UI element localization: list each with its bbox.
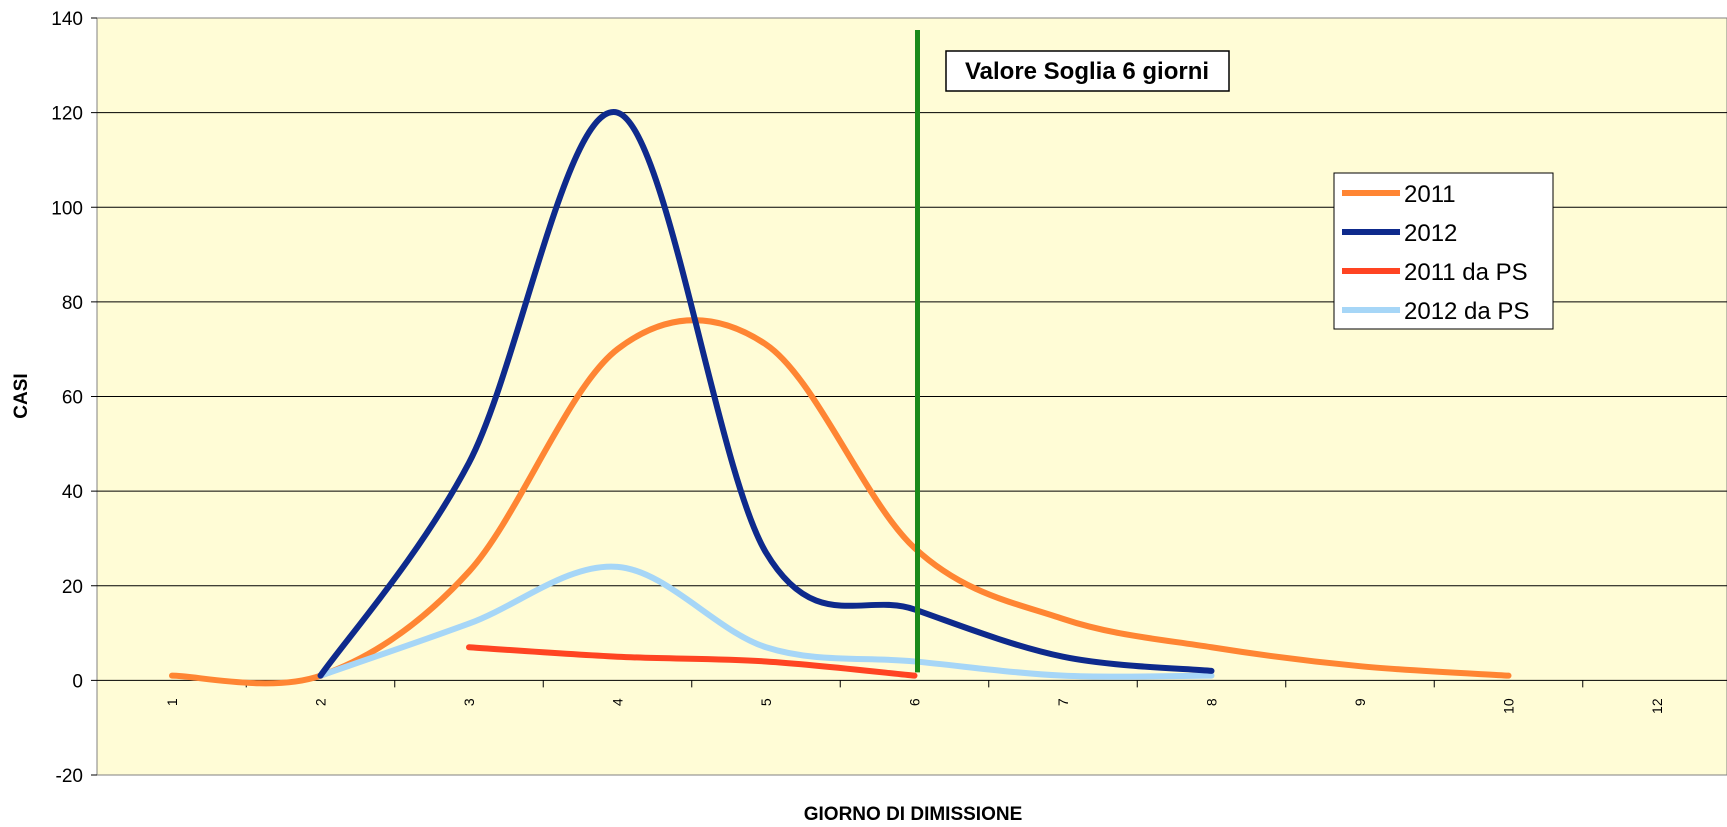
- y-axis-ticks: -20 0 20 40 60 80 100 120 140: [51, 9, 97, 787]
- y-tick-label: 100: [51, 198, 83, 219]
- y-tick-label: 80: [62, 293, 83, 314]
- y-tick-label: 0: [72, 671, 83, 692]
- legend-label: 2011: [1404, 181, 1456, 208]
- x-tick-label: 2: [313, 698, 329, 706]
- x-tick-label: 9: [1352, 698, 1368, 706]
- x-tick-label: 5: [758, 698, 774, 706]
- threshold: Valore Soglia 6 giorni: [915, 30, 1230, 673]
- series-line-2012: [317, 109, 1215, 679]
- x-tick-label: 7: [1055, 698, 1071, 706]
- series-line-2011: [169, 317, 1512, 687]
- threshold-label: Valore Soglia 6 giorni: [965, 58, 1209, 85]
- x-tick-label: 6: [907, 698, 923, 706]
- x-tick-label: 4: [610, 698, 626, 706]
- y-tick-label: 120: [51, 104, 83, 125]
- y-tick-label: 20: [62, 577, 83, 598]
- x-tick-label: 3: [461, 698, 477, 706]
- x-axis-ticks: 1 2 3 4 5 6 7 8 9 10 12: [164, 680, 1665, 714]
- y-tick-label: -20: [56, 766, 83, 787]
- legend: 2011 2012 2011 da PS 2012 da PS: [1333, 172, 1554, 330]
- series-lines: [169, 109, 1512, 687]
- y-tick-label: 140: [51, 9, 83, 30]
- legend-label: 2012 da PS: [1404, 298, 1529, 325]
- legend-box: [1333, 172, 1554, 330]
- legend-label: 2011 da PS: [1404, 259, 1528, 286]
- y-axis-title: CASI: [11, 373, 32, 418]
- x-tick-label: 10: [1501, 698, 1517, 714]
- series-line-2011-da-ps: [466, 644, 918, 679]
- x-tick-label: 1: [164, 698, 180, 706]
- threshold-label-box: [945, 50, 1230, 92]
- x-axis-title: GIORNO DI DIMISSIONE: [804, 804, 1023, 825]
- y-tick-label: 40: [62, 482, 83, 503]
- series-line-2012-da-ps: [317, 563, 1215, 680]
- x-tick-label: 12: [1649, 698, 1665, 714]
- x-tick-label: 8: [1204, 698, 1220, 706]
- y-tick-label: 60: [62, 388, 83, 409]
- legend-label: 2012: [1404, 220, 1457, 247]
